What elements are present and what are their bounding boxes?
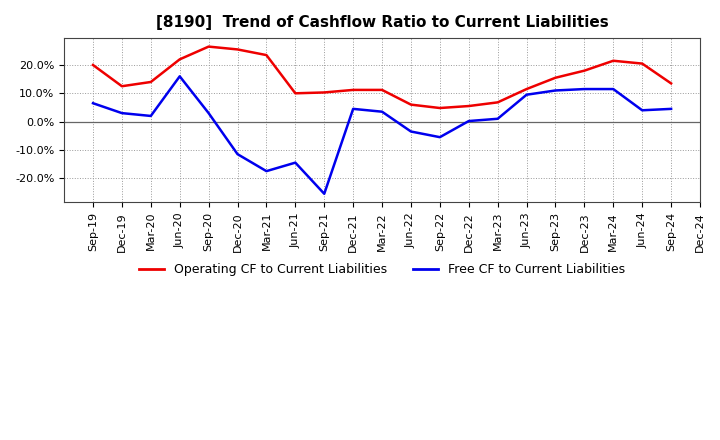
- Title: [8190]  Trend of Cashflow Ratio to Current Liabilities: [8190] Trend of Cashflow Ratio to Curren…: [156, 15, 608, 30]
- Legend: Operating CF to Current Liabilities, Free CF to Current Liabilities: Operating CF to Current Liabilities, Fre…: [135, 258, 630, 282]
